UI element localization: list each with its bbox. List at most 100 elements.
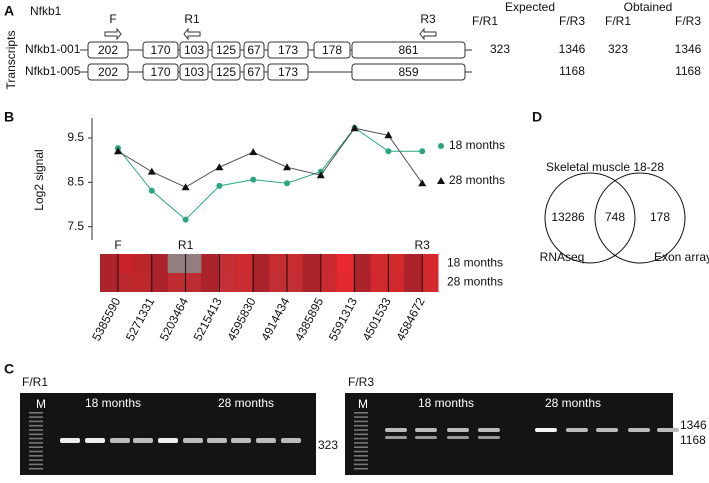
heatmap-cell (370, 273, 388, 292)
data-point (147, 167, 156, 175)
gel-band (657, 428, 679, 432)
data-point (249, 148, 258, 156)
exon-length: 173 (278, 43, 298, 57)
gel-band (207, 438, 227, 443)
series-line (117, 127, 423, 221)
data-point (284, 180, 290, 187)
data-point (216, 182, 223, 189)
exon-length: 67 (247, 65, 261, 79)
data-point (215, 163, 224, 171)
data-point (438, 143, 444, 149)
series-line (117, 127, 423, 188)
exon-length: 170 (150, 65, 170, 79)
column-header: F/R3 (675, 14, 701, 28)
heatmap-cell (167, 273, 185, 292)
heatmap-cell (150, 254, 169, 273)
ladder-band (29, 433, 43, 436)
product-size: 1168 (559, 64, 585, 78)
gel-band (596, 428, 618, 432)
heatmap-cell (252, 254, 270, 273)
y-tick-label: 8.5 (67, 174, 84, 188)
venn-title: Skeletal muscle 18-28 (546, 160, 664, 174)
heatmap-cell (100, 273, 118, 292)
data-point (384, 131, 393, 139)
venn-set: RNAseq (540, 250, 585, 264)
band-size: 323 (318, 438, 338, 452)
exon (351, 41, 466, 59)
exon-length: 103 (184, 43, 204, 57)
column-header: F/R1 (472, 14, 498, 28)
gel-band (566, 428, 588, 432)
gel (20, 393, 316, 475)
data-point (114, 147, 122, 155)
exon-length: 125 (216, 43, 236, 57)
ladder-band (354, 437, 368, 440)
gel-band (231, 438, 251, 443)
ladder-band (354, 416, 368, 418)
panel-label: B (4, 109, 14, 125)
ladder-band (29, 429, 43, 431)
exon (211, 41, 241, 59)
heatmap-cell (133, 273, 152, 292)
heatmap-cell (319, 273, 338, 292)
gel-marker: M (358, 397, 368, 411)
column-header: F/R3 (559, 14, 585, 28)
gel-band (415, 428, 437, 432)
gel-band (415, 436, 437, 439)
ladder-band (354, 459, 368, 461)
heatmap-cell (387, 273, 405, 292)
exon-length: 202 (98, 43, 118, 57)
band-size: 1346 (680, 418, 707, 432)
column-header: F/R1 (605, 14, 631, 28)
exon (87, 63, 129, 81)
heatmap-cell (100, 254, 118, 273)
heatmap-cell (133, 254, 152, 273)
product-size: 323 (490, 42, 510, 56)
primer-arrow (419, 27, 437, 41)
exon (179, 41, 209, 59)
venn-count: 13286 (551, 210, 585, 224)
product-size: 323 (608, 42, 628, 56)
gel-group: 28 months (545, 396, 601, 410)
y-axis-label: Log2 signal (32, 149, 46, 210)
exon (243, 63, 265, 81)
axis-label: Transcripts (4, 31, 18, 90)
ladder-band (29, 463, 43, 466)
heatmap-cell (167, 254, 185, 273)
legend-label: 28 months (449, 173, 505, 187)
x-tick-label: 4595830 (224, 295, 258, 343)
gel-band (447, 436, 469, 439)
x-tick-label: 5385590 (89, 295, 123, 343)
venn-circle (544, 172, 636, 264)
heatmap-row-label: 18 months (447, 256, 503, 270)
heatmap-cell (150, 273, 169, 292)
gel-primer: F/R3 (348, 375, 374, 389)
exon-length: 859 (398, 65, 418, 79)
gel-band (158, 438, 178, 443)
data-point (437, 177, 445, 184)
ladder-band (354, 450, 368, 453)
x-tick-label: 5271331 (123, 295, 157, 343)
transcript-name: Nfkb1-001 (25, 42, 81, 56)
gel-band (385, 428, 407, 432)
heatmap-cell (218, 273, 236, 292)
band-size: 1168 (680, 433, 706, 447)
exon (243, 41, 265, 59)
heatmap-primer: R1 (178, 238, 194, 252)
heatmap-cell (285, 273, 304, 292)
gel-band (535, 428, 557, 432)
gel-band (281, 438, 301, 443)
exon-length: 67 (247, 43, 261, 57)
exon (267, 63, 309, 81)
y-tick-label: 9.5 (67, 130, 84, 144)
gel-band (183, 438, 203, 443)
data-point (316, 171, 325, 179)
exon-length: 173 (278, 65, 298, 79)
heatmap-cell (252, 273, 270, 292)
exon-length: 125 (216, 65, 236, 79)
x-tick-label: 4385895 (292, 295, 326, 343)
gel-group: 28 months (218, 396, 274, 410)
heatmap-cell (235, 254, 253, 273)
ladder-band (29, 412, 43, 414)
